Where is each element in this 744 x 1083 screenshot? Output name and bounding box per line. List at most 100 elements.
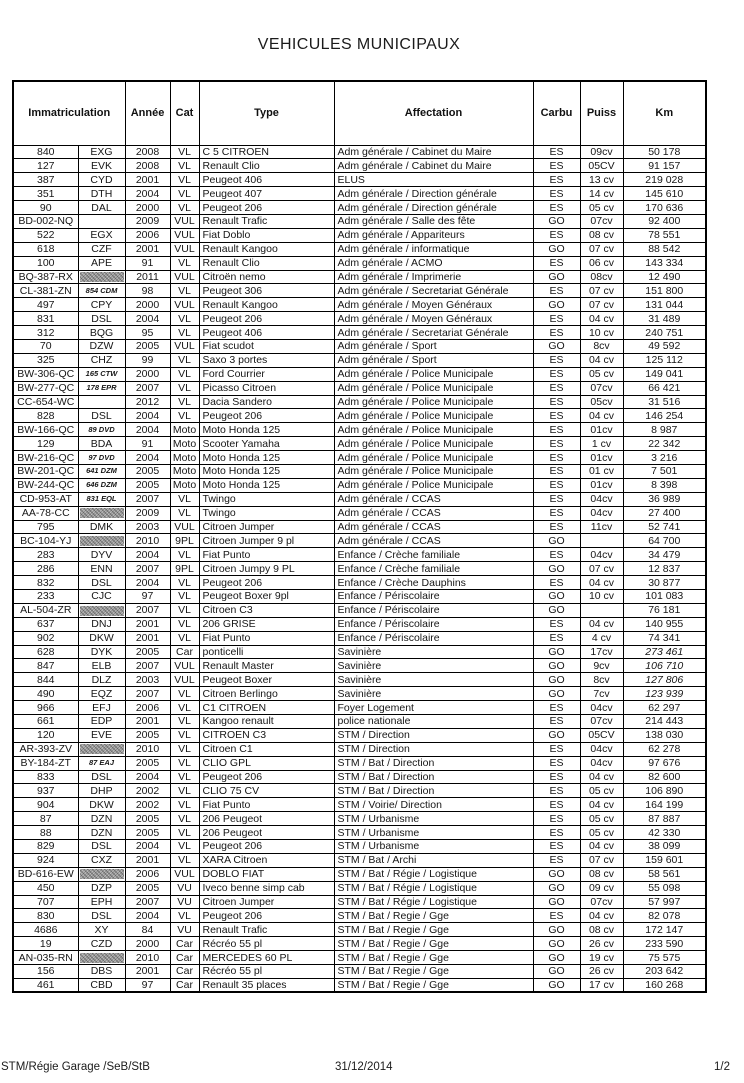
immatriculation-cell: 233 [12, 589, 79, 604]
carbu-cell: GO [532, 533, 581, 549]
type-cell: Renault Master [198, 658, 335, 674]
km-cell: 75 575 [622, 950, 707, 966]
km-cell: 159 601 [622, 852, 707, 868]
carbu-cell: GO [532, 922, 581, 938]
immatriculation-cell: BD-616-EW [12, 866, 79, 882]
type-cell: C 5 CITROEN [198, 144, 335, 160]
km-cell: 233 590 [622, 936, 707, 952]
cat-cell: VL [169, 811, 200, 827]
affectation-cell: Adm générale / Police Municipale [333, 380, 534, 396]
cat-cell: VL [169, 547, 200, 563]
carbu-cell: ES [532, 547, 581, 563]
km-cell: 66 421 [622, 380, 707, 396]
carbu-cell: GO [532, 561, 581, 577]
old-plate-cell: EGX [77, 227, 126, 243]
type-cell: Citroen Jumper [198, 894, 335, 910]
old-plate-cell: DAL [77, 200, 126, 215]
immatriculation-cell: 904 [12, 797, 79, 813]
km-cell: 22 342 [622, 436, 707, 452]
immatriculation-cell: BW-201-QC [12, 463, 79, 479]
immatriculation-cell: BY-184-ZT [12, 755, 79, 771]
old-plate-cell: DYV [77, 547, 126, 563]
carbu-cell: ES [532, 352, 581, 368]
immatriculation-cell: 833 [12, 769, 79, 785]
affectation-cell: STM / Urbanisme [333, 839, 534, 854]
cat-cell: VL [169, 325, 200, 340]
immatriculation-cell: BW-216-QC [12, 450, 79, 465]
annee-cell: 97 [124, 589, 171, 604]
immatriculation-cell: 832 [12, 575, 79, 590]
annee-cell: 2005 [124, 644, 171, 660]
cat-cell: VL [169, 408, 200, 424]
affectation-cell: Adm générale / Police Municipale [333, 394, 534, 410]
annee-cell: 2009 [124, 213, 171, 229]
cat-cell: VL [169, 491, 200, 507]
old-plate-cell: DMK [77, 519, 126, 535]
carbu-cell: ES [532, 839, 581, 854]
immatriculation-cell: BW-244-QC [12, 477, 79, 493]
affectation-cell: Adm générale / Direction générale [333, 200, 534, 215]
type-cell: Twingo [198, 505, 335, 521]
puiss-cell: 05 cv [579, 200, 624, 215]
type-cell: CLIO 75 CV [198, 783, 335, 799]
table-row: 387 CYD 2001 VL Peugeot 406 ELUS ES 13 cv 219 02… [12, 172, 707, 188]
footer-service-label: STM/Régie Garage /SeB/StB [1, 1061, 150, 1073]
immatriculation-cell: 120 [12, 727, 79, 743]
affectation-cell: STM / Bat / Archi [333, 852, 534, 868]
puiss-cell: 05 cv [579, 366, 624, 382]
old-plate-cell: DZN [77, 825, 126, 841]
carbu-cell: GO [532, 602, 581, 618]
type-cell: 206 GRISE [198, 616, 335, 632]
old-plate-cell: ENN [77, 561, 126, 577]
puiss-cell: 01cv [579, 477, 624, 493]
type-cell: Récréo 55 pl [198, 964, 335, 979]
affectation-cell: Adm générale / Sport [333, 338, 534, 354]
table-row: 618 CZF 2001 VUL Renault Kangoo Adm générale … [12, 241, 707, 257]
annee-cell: 2005 [124, 338, 171, 354]
km-cell: 30 877 [622, 575, 707, 590]
puiss-cell: 10 cv [579, 589, 624, 604]
table-row: CC-654-WC 2012 VL Dacia Sandero Adm générale… [12, 394, 707, 410]
puiss-cell: 08 cv [579, 922, 624, 938]
km-cell: 106 710 [622, 658, 707, 674]
type-cell: Renault Kangoo [198, 241, 335, 257]
affectation-cell: STM / Bat / Regie / Gge [333, 936, 534, 952]
table-row: BW-244-QC 646 DZM 2005 Moto Moto Honda 125 Ad… [12, 477, 707, 493]
immatriculation-cell: 100 [12, 255, 79, 271]
old-plate-cell: CHZ [77, 352, 126, 368]
table-row: 661 EDP 2001 VL Kangoo renault police nationa… [12, 714, 707, 729]
type-cell: Peugeot 406 [198, 172, 335, 188]
old-plate-cell [77, 213, 126, 229]
table-row: 100 APE 91 VL Renault Clio Adm générale / ACM… [12, 255, 707, 271]
cat-cell: 9PL [169, 561, 200, 577]
immatriculation-cell: 831 [12, 311, 79, 327]
table-row: 127 EVK 2008 VL Renault Clio Adm générale / C… [12, 158, 707, 174]
affectation-cell: Adm générale / Police Municipale [333, 366, 534, 382]
km-cell: 151 800 [622, 283, 707, 299]
old-plate-cell: DSL [77, 769, 126, 785]
affectation-cell: Enfance / Crèche familiale [333, 547, 534, 563]
cat-cell: VL [169, 380, 200, 396]
cat-cell: Moto [169, 422, 200, 438]
old-plate-cell: XY [77, 922, 126, 938]
affectation-cell: Adm générale / Police Municipale [333, 436, 534, 452]
km-cell: 97 676 [622, 755, 707, 771]
cat-cell: VL [169, 797, 200, 813]
type-cell: CLIO GPL [198, 755, 335, 771]
old-plate-cell: DZW [77, 338, 126, 354]
type-cell: Moto Honda 125 [198, 477, 335, 493]
annee-cell: 2011 [124, 269, 171, 285]
cat-cell: VUL [169, 338, 200, 354]
km-cell: 50 178 [622, 144, 707, 160]
km-cell: 123 939 [622, 686, 707, 702]
cat-cell: Car [169, 950, 200, 966]
carbu-cell: GO [532, 644, 581, 660]
type-cell: Picasso Citroen [198, 380, 335, 396]
annee-cell: 2005 [124, 755, 171, 771]
cat-cell: VL [169, 769, 200, 785]
type-cell: Renault Trafic [198, 213, 335, 229]
cat-cell: VL [169, 908, 200, 924]
km-cell: 149 041 [622, 366, 707, 382]
annee-cell: 91 [124, 436, 171, 452]
old-plate-cell: ELB [77, 658, 126, 674]
